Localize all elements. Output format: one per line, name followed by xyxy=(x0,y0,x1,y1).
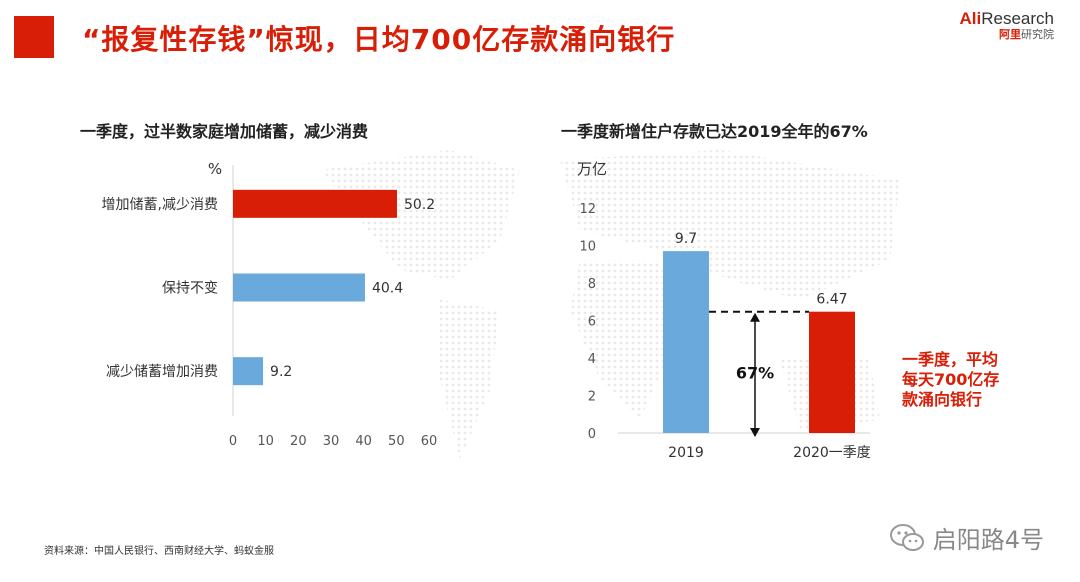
right-bar-chart: 万亿 0 2 4 6 8 10 12 9.7 2019 6.47 2020一季度 67% xyxy=(577,160,871,461)
left-bar xyxy=(233,273,365,302)
right-bar xyxy=(809,311,855,433)
left-bar xyxy=(233,189,397,218)
percent-arrow-head-down xyxy=(750,428,760,437)
watermark-text: 启阳路4号 xyxy=(932,526,1044,554)
right-category-label: 2019 xyxy=(668,445,704,461)
map-africa xyxy=(570,260,680,420)
left-x-tick-label: 20 xyxy=(290,434,307,449)
annotation-line-2: 每天700亿存 xyxy=(902,370,1000,389)
right-unit-label: 万亿 xyxy=(577,160,607,178)
percent-arrow-head-up xyxy=(750,312,760,322)
logo-ali: Ali xyxy=(959,9,982,28)
title-accent-block xyxy=(14,16,54,58)
watermark: 启阳路4号 xyxy=(889,520,1044,555)
logo-research: Research xyxy=(981,9,1054,28)
right-y-tick-label: 12 xyxy=(579,202,596,217)
highlight-annotation: 一季度，平均 每天700亿存 款涌向银行 xyxy=(902,350,999,410)
left-category-label: 减少储蓄增加消费 xyxy=(106,364,218,380)
logo-subtitle: 阿里研究院 xyxy=(960,28,1054,41)
logo-sub-ali: 阿里 xyxy=(999,28,1021,41)
right-y-tick-label: 8 xyxy=(588,277,596,292)
map-europe-asia xyxy=(560,150,900,300)
logo-wordmark: AliResearch xyxy=(960,10,1055,27)
map-south-america xyxy=(440,300,500,460)
left-bar xyxy=(233,357,264,386)
wechat-icon xyxy=(889,523,924,551)
left-x-tick-label: 60 xyxy=(421,434,438,449)
right-y-tick-label: 4 xyxy=(588,352,596,367)
left-value-label: 9.2 xyxy=(270,364,292,380)
percent-annotation: 67% xyxy=(736,363,774,382)
aliresearch-logo: AliResearch 阿里研究院 xyxy=(960,10,1055,40)
annotation-line-3: 款涌向银行 xyxy=(902,390,983,409)
left-category-label: 增加储蓄,减少消费 xyxy=(102,197,218,213)
right-chart-subtitle: 一季度新增住户存款已达2019全年的67% xyxy=(561,122,868,141)
left-value-label: 40.4 xyxy=(372,281,403,297)
slide-title: “报复性存钱”惊现，日均700亿存款涌向银行 xyxy=(82,23,676,56)
left-category-label: 保持不变 xyxy=(162,281,218,297)
source-note: 资料来源：中国人民银行、西南财经大学、蚂蚁金服 xyxy=(44,546,274,557)
right-value-label: 6.47 xyxy=(816,292,847,308)
right-bar xyxy=(663,251,709,433)
right-category-label: 2020一季度 xyxy=(793,445,871,461)
left-unit-label: % xyxy=(208,160,222,178)
annotation-line-1: 一季度，平均 xyxy=(902,350,999,369)
right-y-tick-label: 2 xyxy=(588,390,596,405)
right-y-tick-label: 0 xyxy=(588,427,596,442)
logo-sub-institute: 研究院 xyxy=(1021,28,1054,41)
left-x-tick-label: 30 xyxy=(323,434,340,449)
right-y-tick-label: 10 xyxy=(579,240,596,255)
left-x-tick-label: 40 xyxy=(355,434,372,449)
left-chart-subtitle: 一季度，过半数家庭增加储蓄，减少消费 xyxy=(80,122,369,141)
map-north-america xyxy=(320,150,520,280)
left-x-tick-label: 10 xyxy=(257,434,274,449)
left-x-tick-label: 0 xyxy=(229,434,237,449)
right-y-tick-label: 6 xyxy=(588,315,596,330)
left-value-label: 50.2 xyxy=(404,197,435,213)
left-bar-chart: % 增加储蓄,减少消费 50.2 保持不变 40.4 减少储蓄增加消费 9.2 0 10 20 30… xyxy=(102,160,438,449)
right-value-label: 9.7 xyxy=(675,231,697,247)
left-x-tick-label: 50 xyxy=(388,434,405,449)
